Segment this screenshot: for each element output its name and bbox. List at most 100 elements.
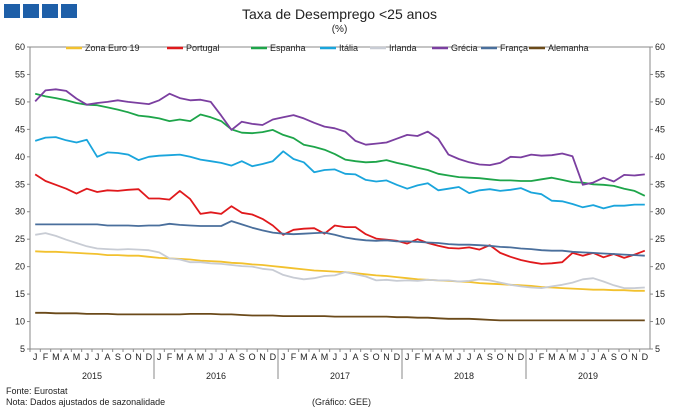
- x-month-label: J: [219, 352, 224, 362]
- x-month-label: F: [291, 352, 297, 362]
- x-month-label: M: [321, 352, 329, 362]
- x-month-label: A: [559, 352, 565, 362]
- x-month-label: M: [548, 352, 556, 362]
- x-month-label: A: [435, 352, 441, 362]
- y-tick-label-right: 60: [655, 42, 665, 52]
- y-tick-label-right: 10: [655, 317, 665, 327]
- x-month-label: J: [281, 352, 286, 362]
- series-line-portugal: [34, 173, 646, 265]
- x-month-label: S: [363, 352, 369, 362]
- series-line-alemanha: [35, 311, 645, 322]
- y-tick-label-left: 20: [15, 262, 25, 272]
- x-month-label: F: [415, 352, 421, 362]
- x-month-label: F: [167, 352, 173, 362]
- y-tick-label-right: 15: [655, 289, 665, 299]
- legend-label: Itália: [339, 43, 358, 53]
- x-month-label: A: [352, 352, 358, 362]
- x-month-label: O: [125, 352, 132, 362]
- logo-square-2: [23, 4, 39, 18]
- x-month-label: F: [43, 352, 49, 362]
- x-month-label: J: [95, 352, 100, 362]
- x-month-label: A: [104, 352, 110, 362]
- x-month-label: S: [115, 352, 121, 362]
- x-month-label: J: [343, 352, 348, 362]
- x-month-label: N: [135, 352, 142, 362]
- x-month-label: N: [383, 352, 390, 362]
- x-month-label: S: [239, 352, 245, 362]
- x-month-label: J: [85, 352, 90, 362]
- x-month-label: J: [591, 352, 596, 362]
- x-month-label: J: [467, 352, 472, 362]
- y-tick-label-left: 55: [15, 69, 25, 79]
- y-tick-label-right: 5: [655, 344, 660, 354]
- y-tick-label-left: 30: [15, 207, 25, 217]
- logo-square-3: [42, 4, 58, 18]
- plot-frame: [29, 46, 651, 350]
- x-month-label: O: [249, 352, 256, 362]
- legend-label: Alemanha: [548, 43, 589, 53]
- y-tick-label-right: 50: [655, 97, 665, 107]
- logo: [4, 4, 77, 18]
- x-year-label: 2018: [454, 371, 474, 381]
- x-month-label: D: [146, 352, 153, 362]
- x-month-label: D: [394, 352, 401, 362]
- x-month-label: J: [581, 352, 586, 362]
- y-tick-label-right: 45: [655, 124, 665, 134]
- x-year-label: 2016: [206, 371, 226, 381]
- x-month-label: S: [487, 352, 493, 362]
- y-tick-label-left: 15: [15, 289, 25, 299]
- x-month-label: J: [33, 352, 38, 362]
- series-line-itália: [34, 136, 645, 210]
- y-tick-label-left: 35: [15, 179, 25, 189]
- x-month-label: J: [405, 352, 410, 362]
- x-month-label: N: [631, 352, 638, 362]
- logo-square-1: [4, 4, 20, 18]
- adjustment-note: Nota: Dados ajustados de sazonalidade: [6, 397, 166, 407]
- chart-credit: (Gráfico: GEE): [312, 397, 372, 407]
- series-line-zona-euro-19: [35, 250, 645, 292]
- x-month-label: A: [476, 352, 482, 362]
- x-month-label: A: [311, 352, 317, 362]
- y-tick-label-left: 50: [15, 97, 25, 107]
- chart-subtitle: (%): [331, 24, 348, 35]
- y-tick-label-left: 45: [15, 124, 25, 134]
- x-month-label: O: [497, 352, 504, 362]
- legend-label: Grécia: [451, 43, 478, 53]
- x-year-label: 2015: [82, 371, 102, 381]
- x-month-label: A: [600, 352, 606, 362]
- x-month-label: A: [187, 352, 193, 362]
- y-tick-label-right: 35: [655, 179, 665, 189]
- logo-square-4: [61, 4, 77, 18]
- x-month-label: M: [569, 352, 577, 362]
- series-line-frança: [35, 220, 645, 257]
- x-month-label: M: [424, 352, 432, 362]
- y-tick-label-right: 20: [655, 262, 665, 272]
- x-month-label: J: [529, 352, 534, 362]
- y-tick-label-right: 55: [655, 69, 665, 79]
- x-month-label: O: [373, 352, 380, 362]
- x-month-label: F: [539, 352, 545, 362]
- x-year-label: 2019: [578, 371, 598, 381]
- x-month-label: S: [611, 352, 617, 362]
- x-month-label: D: [270, 352, 277, 362]
- series-line-irlanda: [35, 232, 645, 290]
- x-month-label: A: [63, 352, 69, 362]
- series-line-grécia: [34, 88, 645, 186]
- y-tick-label-left: 25: [15, 234, 25, 244]
- x-month-label: J: [457, 352, 462, 362]
- y-tick-label-left: 40: [15, 152, 25, 162]
- x-month-label: D: [642, 352, 649, 362]
- x-month-label: J: [209, 352, 214, 362]
- y-tick-label-right: 30: [655, 207, 665, 217]
- y-tick-label-right: 25: [655, 234, 665, 244]
- x-month-label: A: [228, 352, 234, 362]
- y-tick-label-left: 60: [15, 42, 25, 52]
- x-month-label: J: [333, 352, 338, 362]
- y-tick-label-right: 40: [655, 152, 665, 162]
- x-month-label: M: [300, 352, 308, 362]
- legend-label: Portugal: [186, 43, 220, 53]
- x-month-label: N: [259, 352, 266, 362]
- x-month-label: M: [197, 352, 205, 362]
- x-month-label: M: [445, 352, 453, 362]
- x-year-label: 2017: [330, 371, 350, 381]
